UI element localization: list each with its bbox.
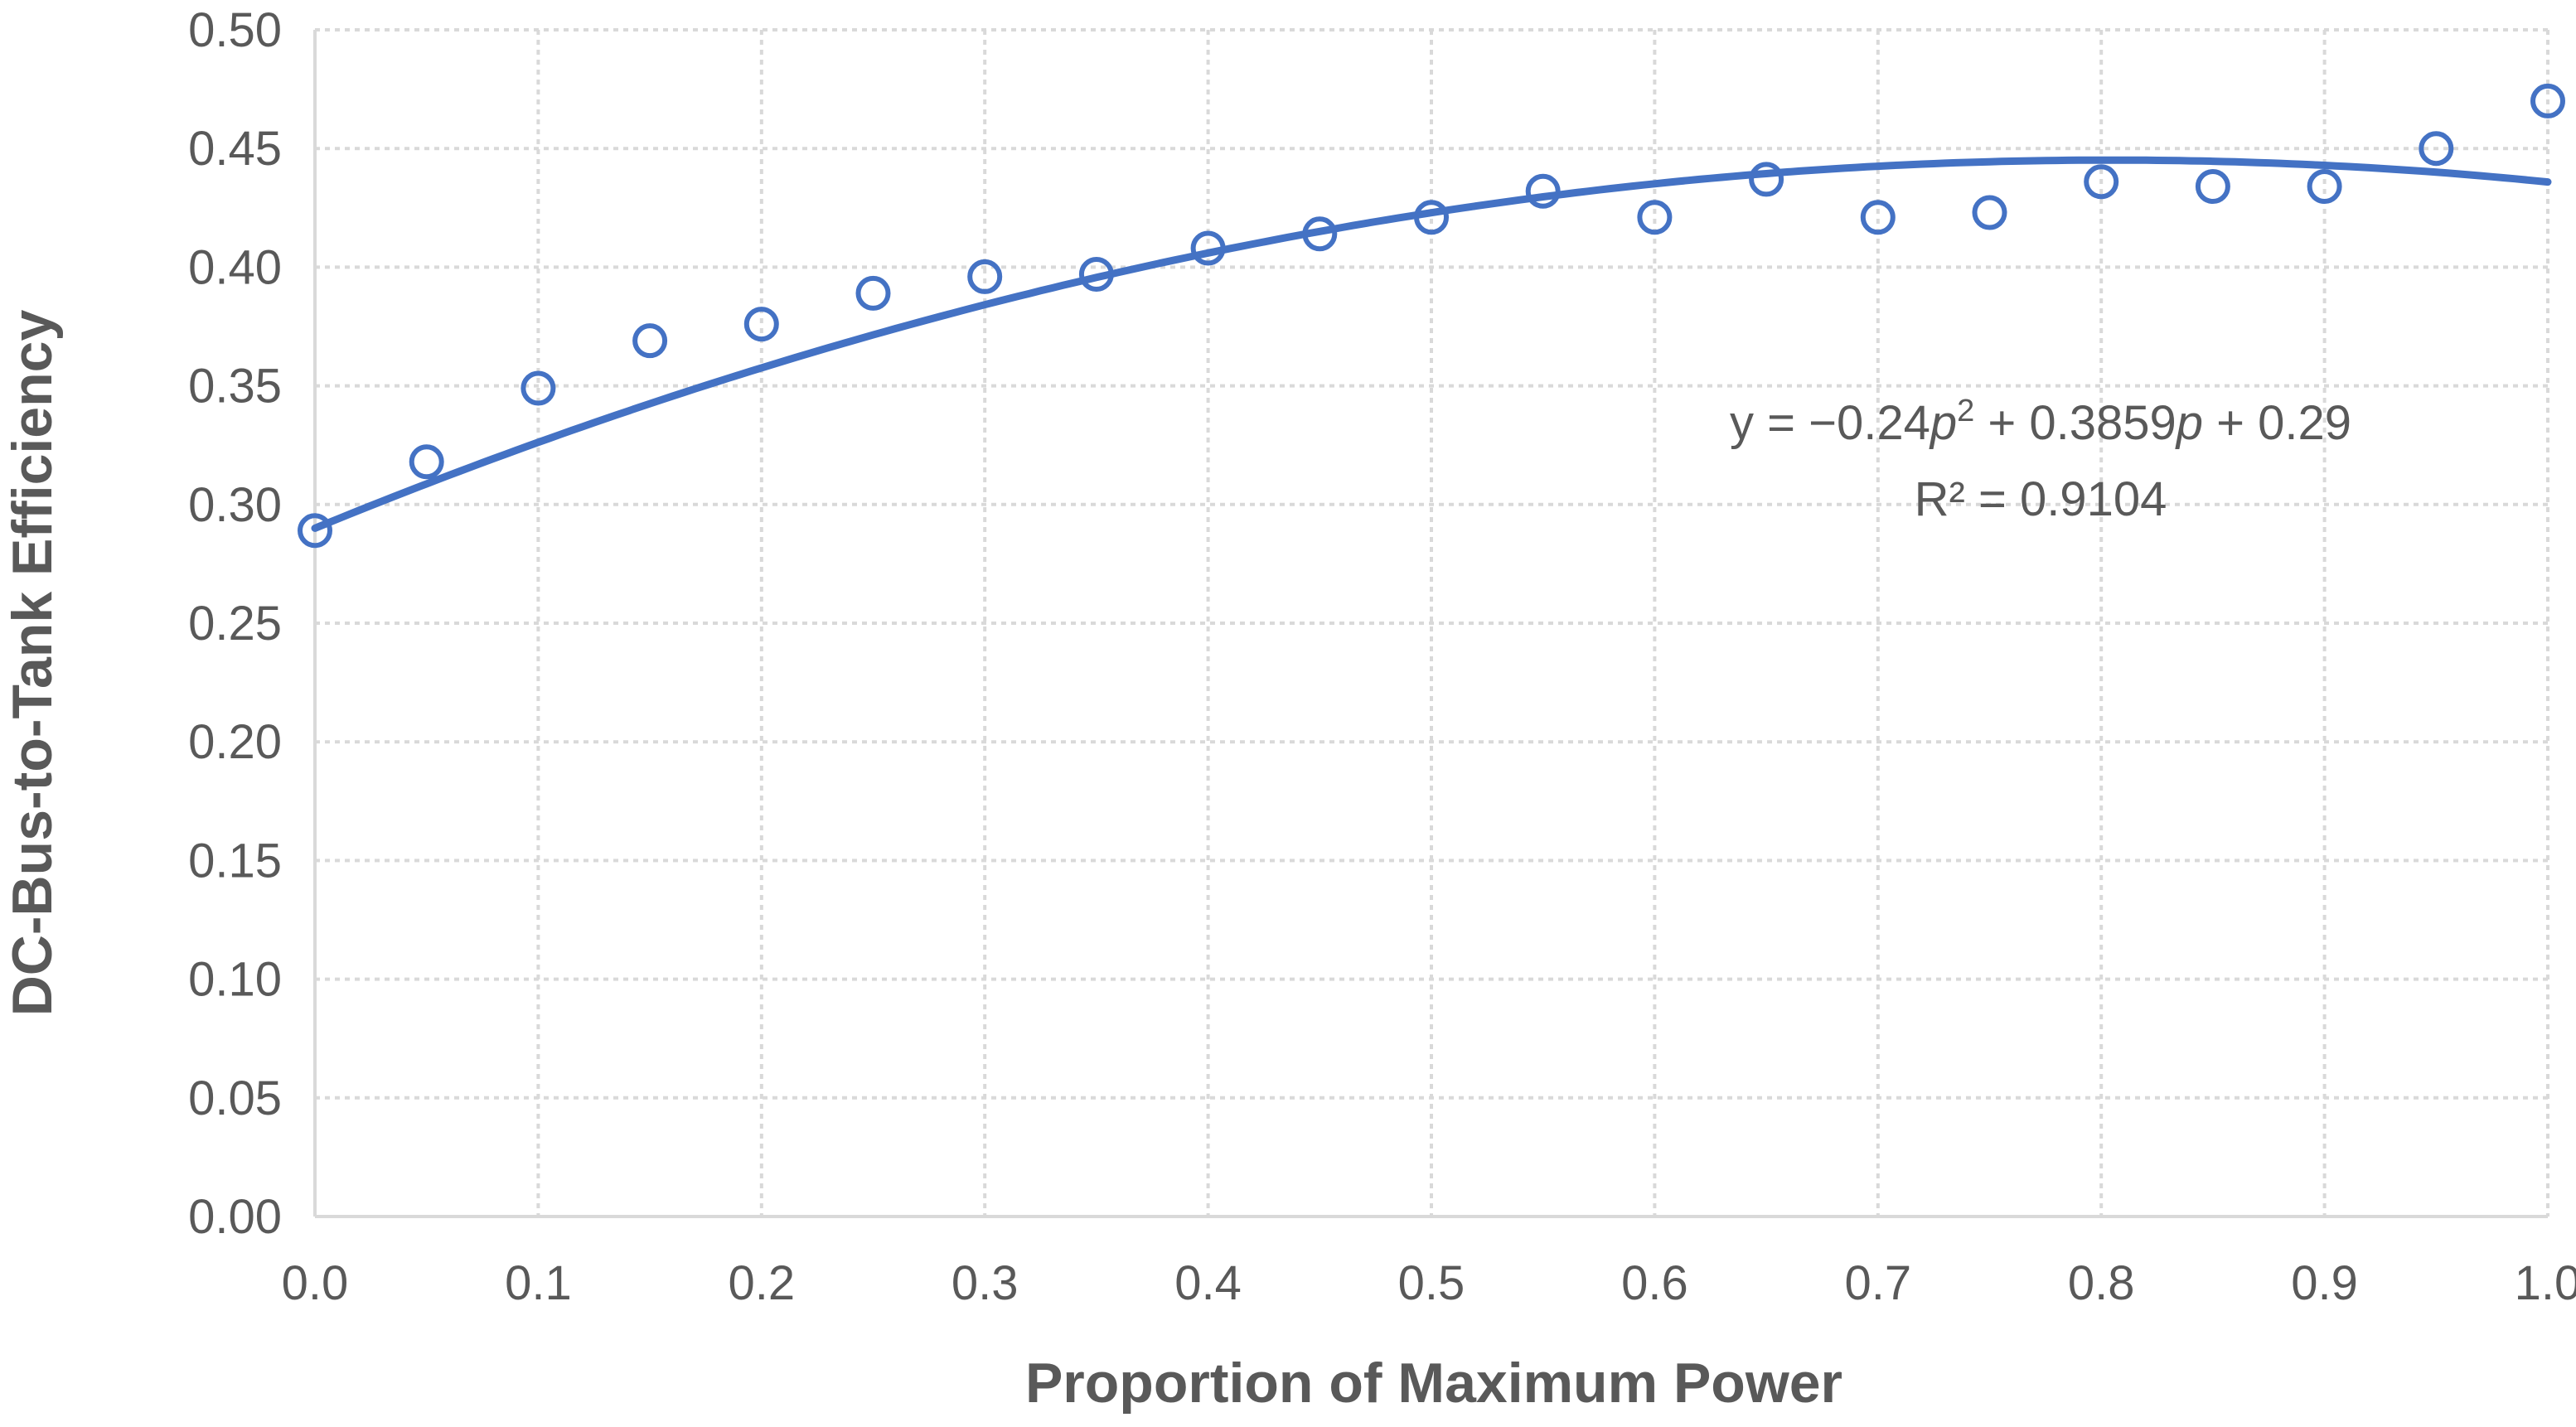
data-point [1860, 200, 1896, 235]
data-point [521, 370, 556, 406]
y-tick-label: 0.40 [188, 240, 282, 294]
data-point [967, 259, 1003, 294]
y-tick-label: 0.00 [188, 1190, 282, 1244]
data-point [632, 323, 668, 359]
equation-prefix: y = −0.24 [1730, 396, 1930, 450]
y-axis-title: DC-Bus-to-Tank Efficiency [1, 310, 64, 1017]
data-point [1749, 162, 1784, 197]
x-tick-label: 0.3 [951, 1256, 1019, 1310]
r-squared-label: R² = 0.9104 [1915, 472, 2167, 526]
y-tick-label: 0.35 [188, 360, 282, 414]
data-point [1637, 200, 1673, 235]
data-point [2307, 169, 2342, 205]
equation-middle: + 0.3859 [1974, 396, 2177, 450]
polynomial-trendline [311, 156, 2552, 532]
x-tick-label: 0.8 [2068, 1256, 2135, 1310]
data-point [1414, 200, 1449, 235]
y-tick-label: 0.20 [188, 715, 282, 769]
x-tick-label: 0.0 [282, 1256, 349, 1310]
axes [313, 30, 2548, 1218]
y-tick-label: 0.15 [188, 834, 282, 888]
gridlines [315, 28, 2549, 1217]
data-point [2084, 164, 2119, 200]
equation-suffix: + 0.29 [2203, 396, 2351, 450]
data-point [1190, 230, 1226, 266]
equation-var-p: p [2175, 396, 2203, 450]
equation-exponent: 2 [1957, 394, 1974, 428]
data-point [409, 444, 444, 480]
data-point [2530, 83, 2565, 119]
data-points [298, 83, 2565, 549]
x-tick-label: 1.0 [2515, 1256, 2576, 1310]
trendline-equation: y = −0.24p2 + 0.3859p + 0.29 [1730, 394, 2351, 450]
x-tick-label: 0.5 [1398, 1256, 1465, 1310]
data-point [298, 513, 332, 549]
trendline-layer [311, 156, 2552, 532]
x-tick-label: 0.1 [505, 1256, 572, 1310]
x-tick-label: 0.6 [1621, 1256, 1688, 1310]
data-point [855, 275, 891, 311]
y-tick-label: 0.10 [188, 953, 282, 1007]
x-tick-label: 0.4 [1174, 1256, 1242, 1310]
y-tick-label: 0.45 [188, 122, 282, 176]
equation-var-p-squared: p [1929, 396, 1957, 450]
data-point [1078, 256, 1114, 292]
y-tick-label: 0.25 [188, 597, 282, 651]
x-tick-labels: 0.0 0.1 0.2 0.3 0.4 0.5 0.6 0.7 0.8 0.9 1.0 [282, 1256, 2576, 1310]
x-tick-label: 0.2 [728, 1256, 795, 1310]
y-tick-label: 0.50 [188, 3, 282, 57]
data-point [1525, 173, 1561, 209]
y-tick-label: 0.05 [188, 1071, 282, 1125]
x-tick-label: 0.7 [1844, 1256, 1911, 1310]
data-point [1302, 216, 1338, 252]
data-point [2419, 131, 2454, 167]
data-point [1972, 195, 2007, 230]
data-point [2195, 169, 2230, 205]
data-point [743, 307, 779, 342]
x-tick-label: 0.9 [2291, 1256, 2358, 1310]
y-tick-label: 0.30 [188, 478, 282, 532]
x-axis-title: Proportion of Maximum Power [1025, 1352, 1842, 1415]
y-tick-labels: 0.00 0.05 0.10 0.15 0.20 0.25 0.30 0.35 0.40 0.45… [188, 3, 282, 1244]
